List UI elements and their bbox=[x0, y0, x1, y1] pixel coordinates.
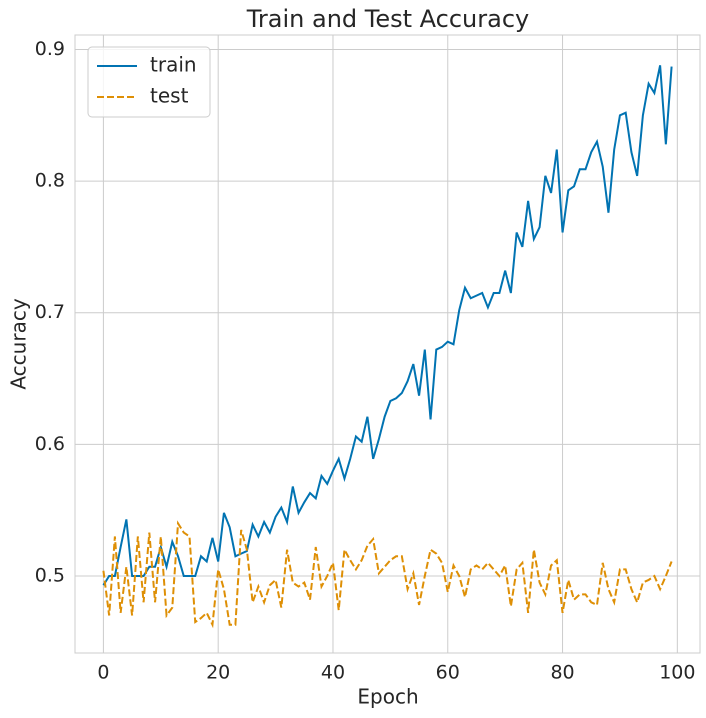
legend-box bbox=[87, 46, 211, 118]
y-tick-label: 0.8 bbox=[35, 170, 65, 192]
chart-title: Train and Test Accuracy bbox=[246, 5, 529, 33]
x-axis-label: Epoch bbox=[357, 685, 418, 709]
x-tick-label: 60 bbox=[436, 662, 460, 684]
y-axis-label: Accuracy bbox=[7, 298, 31, 389]
series-line bbox=[102, 520, 673, 629]
x-tick-label: 20 bbox=[206, 662, 230, 684]
legend-label: train bbox=[150, 53, 197, 77]
x-tick-label: 100 bbox=[659, 662, 695, 684]
x-tick-label: 0 bbox=[97, 662, 109, 684]
y-tick-label: 0.6 bbox=[35, 433, 65, 455]
x-tick-label: 40 bbox=[321, 662, 345, 684]
series-line bbox=[102, 65, 673, 586]
x-tick-label: 80 bbox=[550, 662, 574, 684]
legend-label: test bbox=[150, 84, 189, 108]
y-tick-label: 0.9 bbox=[35, 38, 65, 60]
y-tick-label: 0.7 bbox=[35, 301, 65, 323]
plot-frame bbox=[74, 34, 701, 654]
y-tick-label: 0.5 bbox=[35, 564, 65, 586]
